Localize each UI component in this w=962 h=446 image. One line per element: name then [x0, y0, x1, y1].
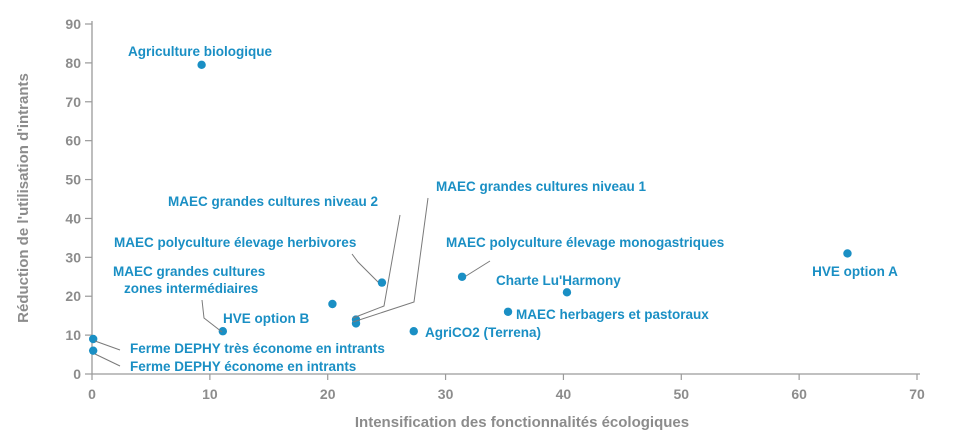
x-tick-label: 10	[202, 386, 218, 402]
y-tick-label: 20	[65, 288, 81, 304]
y-tick-label: 40	[65, 210, 81, 226]
point-label: HVE option B	[223, 311, 309, 326]
point-label: Charte Lu'Harmony	[496, 273, 621, 288]
data-point	[218, 327, 228, 336]
leader-line	[94, 340, 121, 351]
data-point	[843, 249, 852, 258]
x-axis-title: Intensification des fonctionnalités écol…	[355, 414, 689, 431]
leader-line	[352, 197, 429, 323]
x-tick-label: 70	[909, 386, 925, 402]
leader-line	[465, 260, 491, 277]
point-label: Agriculture biologique	[128, 44, 272, 59]
data-point	[562, 288, 572, 297]
point-label: HVE option A	[812, 264, 898, 279]
y-tick-label: 60	[65, 133, 81, 149]
point-label: AgriCO2 (Terrena)	[425, 325, 541, 340]
point-label: Ferme DEPHY économe en intrants	[130, 359, 356, 374]
point-label: MAEC grandes cultures niveau 2	[168, 194, 378, 209]
y-axis-title: Réduction de l'utilisation d'intrants	[15, 73, 32, 323]
y-tick-label: 80	[65, 55, 81, 71]
data-point	[197, 60, 206, 70]
data-point	[457, 272, 467, 281]
point-label: MAEC grandes cultures zones intermédiaire…	[113, 264, 265, 296]
data-point	[409, 327, 418, 336]
leader-line	[352, 214, 401, 319]
point-label: MAEC herbagers et pastoraux	[516, 307, 709, 322]
y-tick-label: 70	[65, 94, 81, 110]
point-label: Ferme DEPHY très économe en intrants	[130, 341, 385, 356]
data-point	[88, 346, 98, 355]
x-tick-label: 0	[88, 386, 96, 402]
point-label: MAEC polyculture élevage monogastriques	[446, 235, 724, 250]
point-label: MAEC polyculture élevage herbivores	[114, 235, 356, 250]
y-tick-label: 30	[65, 249, 81, 265]
axes: 0 10 20 30 40 50 60 70 80 90 0 10 20 30 40 50 60 70	[65, 16, 925, 402]
x-tick-label: 60	[791, 386, 807, 402]
data-point	[328, 299, 337, 309]
point-label: MAEC grandes cultures niveau 1	[436, 179, 647, 194]
data-point	[503, 307, 513, 316]
y-tick-label: 10	[65, 327, 81, 343]
point-labels: Agriculture biologique HVE option A MAEC p…	[94, 44, 898, 374]
x-tick-label: 50	[673, 386, 689, 402]
leader-line	[351, 253, 379, 283]
leader-line	[94, 353, 121, 367]
data-point	[377, 278, 387, 287]
y-tick-label: 90	[65, 16, 81, 32]
x-tick-label: 20	[320, 386, 336, 402]
y-tick-label: 0	[73, 366, 81, 382]
x-tick-label: 30	[438, 386, 454, 402]
x-tick-label: 40	[556, 386, 572, 402]
data-point	[88, 334, 98, 344]
leader-line	[201, 299, 223, 333]
y-tick-label: 50	[65, 172, 81, 188]
